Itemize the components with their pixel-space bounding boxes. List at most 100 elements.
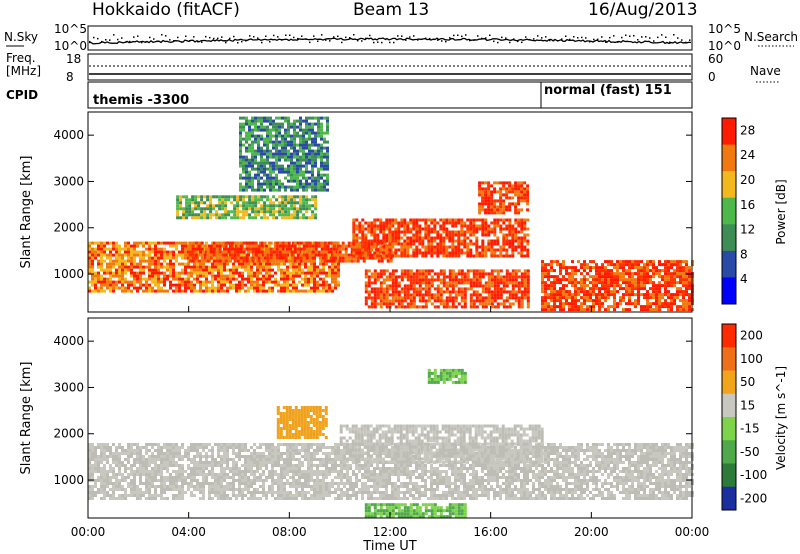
noise-tick-left-top: 10^5 xyxy=(54,22,87,36)
noise-dot xyxy=(489,34,491,36)
noise-dot xyxy=(321,34,323,36)
noise-dot xyxy=(621,36,623,39)
velocity-y-ticks: 1000 2000 3000 4000 xyxy=(53,334,692,487)
velocity-xlabel: Time UT xyxy=(362,539,416,554)
noise-dot xyxy=(569,38,571,41)
noise-tick-right-bottom: 10^0 xyxy=(708,39,741,53)
nave-tick-top: 60 xyxy=(708,52,723,66)
power-echo-region xyxy=(478,181,530,215)
noise-dot xyxy=(449,37,451,39)
colorbar-tick-label: 20 xyxy=(740,173,755,187)
noise-dot xyxy=(425,37,427,40)
noise-dot xyxy=(485,37,487,39)
colorbar-tick-label: 4 xyxy=(740,272,748,286)
noise-dot xyxy=(605,41,607,43)
noise-dot xyxy=(653,40,655,42)
noise-dot xyxy=(637,39,639,41)
x-tick-label: 16:00 xyxy=(473,525,508,539)
noise-dot xyxy=(329,40,331,42)
noise-dot xyxy=(581,36,583,39)
velocity-echo-region xyxy=(427,368,467,384)
noise-dot xyxy=(613,35,615,37)
noise-dot xyxy=(445,40,447,43)
noise-dot xyxy=(149,36,151,39)
noise-dot xyxy=(221,36,223,38)
power-ylabel: Slant Range [km] xyxy=(19,156,34,269)
noise-dot xyxy=(465,34,467,36)
noise-dot xyxy=(369,34,371,37)
noise-dot xyxy=(121,37,123,39)
colorbar-swatch xyxy=(722,224,736,252)
noise-dot xyxy=(145,41,147,43)
noise-dot xyxy=(277,36,279,38)
noise-dot xyxy=(365,37,367,40)
noise-dot xyxy=(661,34,663,36)
noise-dot xyxy=(237,42,239,44)
noise-dot xyxy=(525,36,527,38)
power-echo-regions xyxy=(88,116,694,312)
noise-dot xyxy=(577,37,579,39)
noise-dot xyxy=(273,34,275,37)
noise-dot xyxy=(161,34,163,36)
noise-dot xyxy=(97,37,99,40)
velocity-ylabel: Slant Range [km] xyxy=(19,362,34,475)
nsearch-label: N.Search xyxy=(744,30,798,44)
freq-tick-bottom: 8 xyxy=(66,70,74,84)
colorbar-tick-label: 50 xyxy=(740,375,755,389)
noise-dot xyxy=(633,35,635,37)
noise-dot xyxy=(189,40,191,42)
colorbar-swatch xyxy=(722,347,736,371)
colorbar-tick-label: -15 xyxy=(740,422,760,436)
noise-dot xyxy=(337,35,339,37)
noise-dot xyxy=(373,41,375,44)
noise-dot xyxy=(393,41,395,44)
noise-dot xyxy=(261,41,263,44)
noise-dot xyxy=(557,40,559,42)
noise-dot xyxy=(225,41,227,44)
noise-dot xyxy=(649,37,651,39)
noise-dot xyxy=(333,36,335,38)
noise-dot xyxy=(609,36,611,39)
noise-search-dots xyxy=(89,34,691,44)
noise-dot xyxy=(597,38,599,41)
noise-dot xyxy=(413,35,415,37)
velocity-echo-region xyxy=(276,406,328,439)
noise-dot xyxy=(469,39,471,42)
cpid-panel: CPID themis -3300 normal (fast) 151 xyxy=(6,81,693,109)
colorbar-swatch xyxy=(722,171,736,199)
noise-dot xyxy=(309,41,311,44)
velocity-x-ticks: 00:00 04:00 08:00 12:00 16:00 20:00 00:00 xyxy=(71,512,709,539)
beam-title: Beam 13 xyxy=(353,0,430,20)
freq-panel: Freq. [MHz] 18 8 60 0 Nave xyxy=(6,51,781,84)
noise-dot xyxy=(141,41,143,44)
nave-label: Nave xyxy=(750,64,781,78)
x-tick-label: 00:00 xyxy=(71,525,106,539)
noise-dot xyxy=(509,41,511,44)
colorbar-tick-label: 15 xyxy=(740,398,755,412)
noise-dot xyxy=(629,35,631,37)
colorbar-frame xyxy=(721,323,737,511)
noise-dot xyxy=(361,40,363,42)
velocity-echo-regions xyxy=(88,368,694,519)
noise-dot xyxy=(117,38,119,41)
noise-dot xyxy=(473,39,475,41)
colorbar-swatch xyxy=(722,393,736,418)
freq-label-line1: Freq. xyxy=(6,51,36,65)
noise-dot xyxy=(245,40,247,42)
nsky-label: N.Sky xyxy=(4,30,38,44)
noise-dot xyxy=(185,35,187,37)
colorbar-swatch xyxy=(722,486,736,511)
noise-dot xyxy=(573,36,575,38)
noise-dot xyxy=(205,35,207,38)
noise-dot xyxy=(101,40,103,43)
noise-dot xyxy=(233,35,235,38)
cpid-segment-2: normal (fast) 151 xyxy=(544,83,672,98)
y-tick-label: 3000 xyxy=(53,380,84,394)
noise-dot xyxy=(565,35,567,37)
noise-dot xyxy=(529,39,531,41)
noise-dot xyxy=(513,38,515,40)
nave-tick-bottom: 0 xyxy=(708,70,716,84)
noise-dot xyxy=(129,40,131,43)
noise-dot xyxy=(297,37,299,40)
noise-dot xyxy=(317,40,319,42)
